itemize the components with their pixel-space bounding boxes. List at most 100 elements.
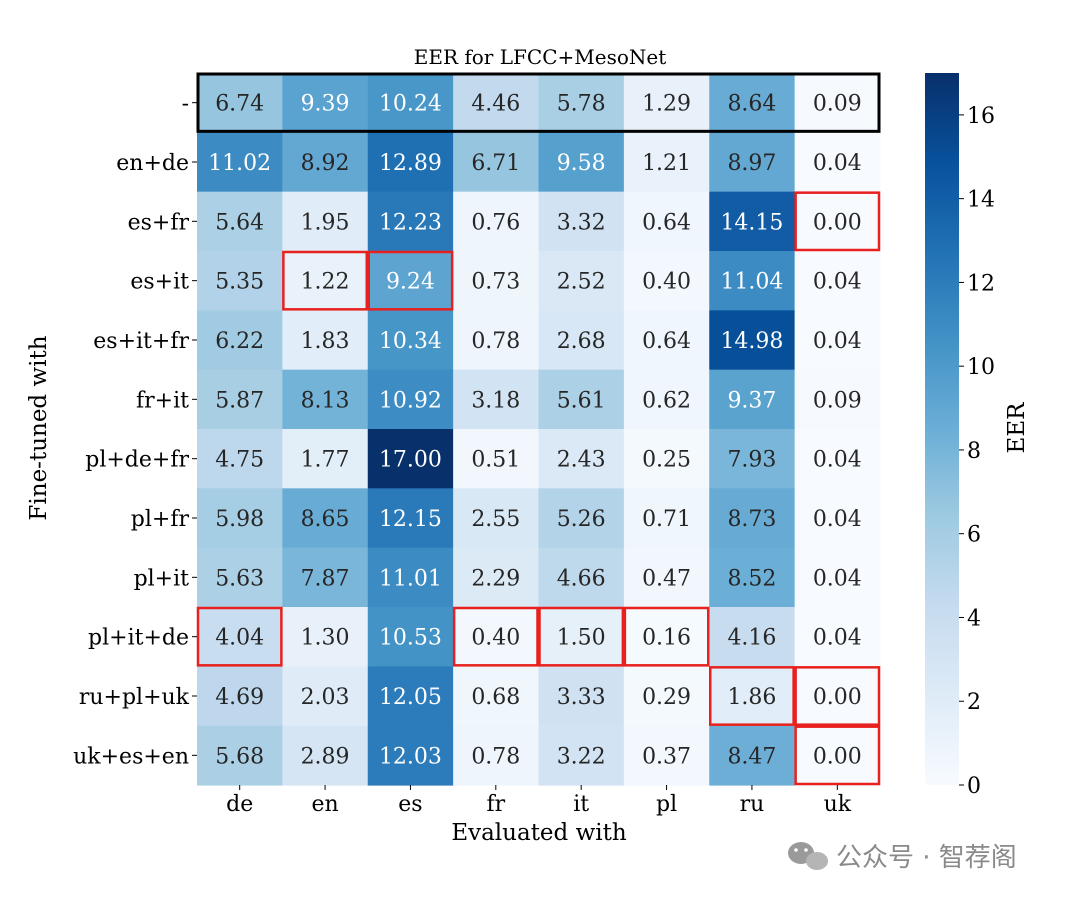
heatmap-cell xyxy=(197,428,283,489)
heatmap-value-label: 5.87 xyxy=(215,388,264,413)
heatmap-cell xyxy=(794,310,881,371)
heatmap-cell xyxy=(794,547,881,608)
heatmap-cell xyxy=(623,606,710,667)
heatmap-cell xyxy=(367,250,454,311)
heatmap-cell xyxy=(794,369,881,430)
heatmap-value-label: 0.00 xyxy=(813,210,862,235)
wechat-icon xyxy=(788,842,828,870)
heatmap-value-label: 1.86 xyxy=(727,685,776,710)
heatmap-cell xyxy=(282,488,369,549)
heatmap-cell xyxy=(709,488,796,549)
heatmap-value-label: 0.04 xyxy=(813,626,862,651)
heatmap-value-label: 0.71 xyxy=(642,507,691,532)
heatmap-cell xyxy=(538,132,625,193)
heatmap-cell xyxy=(709,547,796,608)
heatmap-value-label: 8.92 xyxy=(301,151,350,176)
heatmap-value-label: 0.09 xyxy=(813,92,862,117)
y-tick-label: pl+it+de xyxy=(88,626,189,651)
x-tick-label: pl xyxy=(656,792,677,817)
heatmap-value-label: 2.55 xyxy=(471,507,520,532)
heatmap-value-label: 2.43 xyxy=(557,448,606,473)
heatmap-cell xyxy=(453,310,540,371)
heatmap-cell xyxy=(794,666,881,727)
heatmap-cell xyxy=(623,73,710,133)
heatmap-cell xyxy=(623,666,710,727)
heatmap-value-label: 0.00 xyxy=(813,744,862,769)
heatmap-value-label: 1.77 xyxy=(301,448,350,473)
heatmap-value-label: 8.65 xyxy=(301,507,350,532)
heatmap-cell xyxy=(538,428,625,489)
heatmap-value-label: 3.22 xyxy=(557,744,606,769)
heatmap-cell xyxy=(282,606,369,667)
colorbar-tick-label: 0 xyxy=(967,774,981,799)
heatmap-value-label: 5.61 xyxy=(557,388,606,413)
heatmap-cell xyxy=(623,547,710,608)
heatmap-cell xyxy=(367,73,454,133)
highlight-box xyxy=(452,606,539,667)
heatmap-value-label: 0.04 xyxy=(813,329,862,354)
heatmap-cells xyxy=(197,73,881,786)
heatmap-value-label: 1.29 xyxy=(642,92,691,117)
heatmap-cell xyxy=(709,250,796,311)
heatmap-value-label: 12.15 xyxy=(379,507,442,532)
heatmap-value-label: 2.29 xyxy=(471,566,520,591)
heatmap-cell xyxy=(282,725,369,786)
heatmap-value-label: 12.23 xyxy=(379,210,442,235)
heatmap-cell xyxy=(282,250,369,311)
x-tick-label: es xyxy=(398,792,422,817)
heatmap-cell xyxy=(538,488,625,549)
heatmap-cell xyxy=(282,132,369,193)
heatmap-cell xyxy=(282,428,369,489)
heatmap-value-label: 5.26 xyxy=(557,507,606,532)
heatmap-value-label: 8.97 xyxy=(727,151,776,176)
heatmap-value-label: 0.00 xyxy=(813,685,862,710)
x-axis-label: Evaluated with xyxy=(451,820,627,846)
heatmap-cell xyxy=(538,547,625,608)
heatmap-cell xyxy=(453,369,540,430)
heatmap-value-label: 0.40 xyxy=(471,626,520,651)
heatmap-value-label: 0.62 xyxy=(642,388,691,413)
heatmap-value-label: 5.68 xyxy=(215,744,264,769)
chart-title: EER for LFCC+MesoNet xyxy=(414,45,667,69)
heatmap-cell xyxy=(453,428,540,489)
heatmap-value-label: 10.53 xyxy=(379,626,442,651)
heatmap-value-label: 6.71 xyxy=(471,151,520,176)
heatmap-cell xyxy=(623,725,710,786)
colorbar-tick-label: 6 xyxy=(967,523,981,548)
heatmap-value-label: 5.78 xyxy=(557,92,606,117)
heatmap-value-label: 0.37 xyxy=(642,744,691,769)
heatmap-value-label: 3.32 xyxy=(557,210,606,235)
heatmap-value-label: 0.04 xyxy=(813,151,862,176)
heatmap-value-label: 3.33 xyxy=(557,685,606,710)
heatmap-cell xyxy=(367,725,454,786)
heatmap-cell xyxy=(709,369,796,430)
x-tick-label: ru xyxy=(740,792,765,817)
heatmap-value-label: 3.18 xyxy=(471,388,520,413)
heatmap-cell xyxy=(538,666,625,727)
heatmap-value-label: 9.37 xyxy=(727,388,776,413)
heatmap-cell xyxy=(794,428,881,489)
highlight-box xyxy=(709,666,795,726)
heatmap-value-label: 0.47 xyxy=(642,566,691,591)
heatmap-value-label: 0.76 xyxy=(471,210,520,235)
heatmap-cell xyxy=(282,191,369,252)
highlight-box xyxy=(623,606,710,667)
heatmap-value-label: 11.01 xyxy=(379,566,442,591)
colorbar xyxy=(925,73,959,785)
heatmap-cell xyxy=(538,606,625,667)
heatmap-cell xyxy=(709,191,796,252)
heatmap-cell xyxy=(367,310,454,371)
heatmap-cell xyxy=(623,428,710,489)
heatmap-value-label: 0.04 xyxy=(813,270,862,295)
heatmap-value-label: 5.63 xyxy=(215,566,264,591)
colorbar-tick-label: 2 xyxy=(967,690,981,715)
heatmap-cell xyxy=(794,132,881,193)
y-tick-label: pl+fr xyxy=(131,507,190,532)
baseline-row-box xyxy=(196,72,881,133)
heatmap-cell xyxy=(282,369,369,430)
heatmap-value-label: 0.78 xyxy=(471,744,520,769)
heatmap-value-label: 14.15 xyxy=(720,210,783,235)
heatmap-cell xyxy=(282,666,369,727)
heatmap-value-label: 2.68 xyxy=(557,329,606,354)
